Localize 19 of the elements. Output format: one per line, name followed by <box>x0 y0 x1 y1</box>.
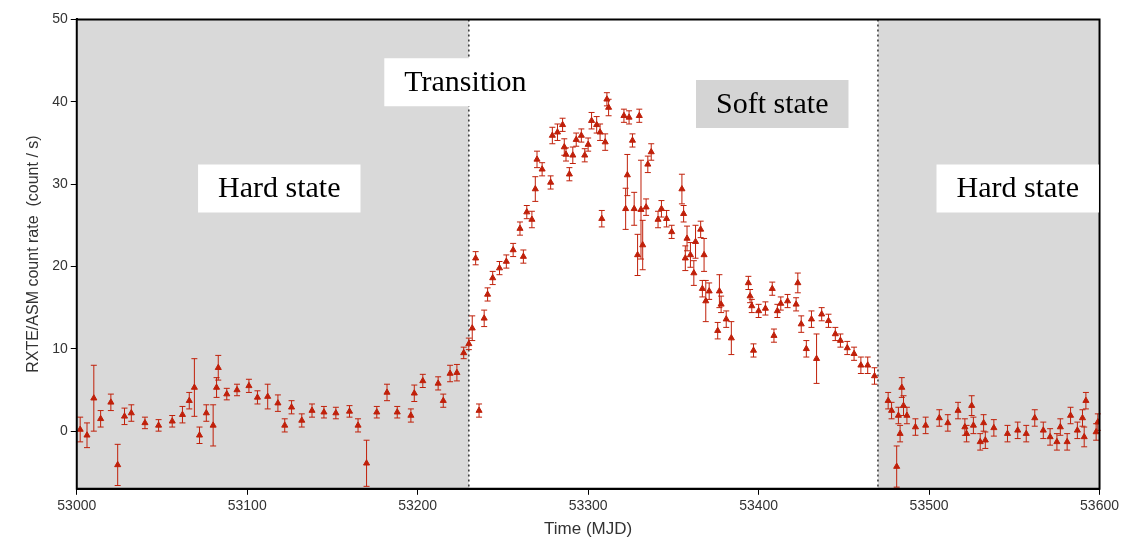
x-tick-label: 53100 <box>227 497 267 514</box>
x-axis-title: Time (MJD) <box>544 519 633 539</box>
y-axis-title: RXTE/ASM count rate (count / s) <box>24 135 42 373</box>
annotation: Transition <box>404 64 527 98</box>
x-tick-label: 53600 <box>1080 497 1120 514</box>
x-tick-label: 53500 <box>909 497 949 514</box>
annotation: Hard state <box>218 170 341 204</box>
x-tick-label: 53200 <box>398 497 438 514</box>
y-tick-label: 20 <box>52 257 68 274</box>
annotation: Hard state <box>956 170 1079 204</box>
y-tick-label: 30 <box>52 174 68 191</box>
y-tick-label: 40 <box>52 92 68 109</box>
y-tick-label: 50 <box>52 10 68 27</box>
annotation: Soft state <box>716 85 829 119</box>
x-tick-label: 53400 <box>739 497 779 514</box>
y-tick-label: 0 <box>59 422 68 439</box>
x-tick-label: 53300 <box>568 497 608 514</box>
y-tick-label: 10 <box>52 339 68 356</box>
x-tick-label: 53000 <box>57 497 97 514</box>
